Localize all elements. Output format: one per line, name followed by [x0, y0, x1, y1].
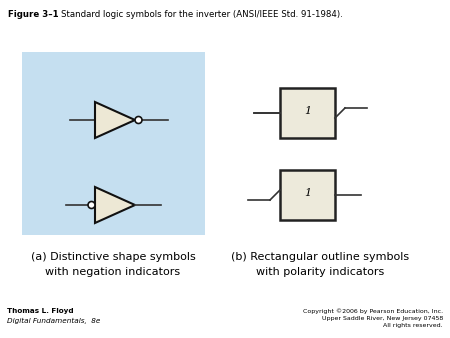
Text: Digital Fundamentals,  8e: Digital Fundamentals, 8e: [7, 318, 100, 324]
Circle shape: [135, 117, 142, 123]
Text: (b) Rectangular outline symbols
with polarity indicators: (b) Rectangular outline symbols with pol…: [231, 252, 409, 277]
Text: Thomas L. Floyd: Thomas L. Floyd: [7, 308, 74, 314]
Circle shape: [88, 201, 95, 209]
Polygon shape: [95, 187, 135, 223]
Text: Standard logic symbols for the inverter (ANSI/IEEE Std. 91-1984).: Standard logic symbols for the inverter …: [50, 10, 343, 19]
Text: Copyright ©2006 by Pearson Education, Inc.
Upper Saddle River, New Jersey 07458
: Copyright ©2006 by Pearson Education, In…: [303, 308, 443, 328]
Text: (a) Distinctive shape symbols
with negation indicators: (a) Distinctive shape symbols with negat…: [31, 252, 195, 277]
Text: 1: 1: [304, 188, 311, 198]
Polygon shape: [95, 102, 135, 138]
Text: 1: 1: [304, 106, 311, 116]
Bar: [280, 170, 335, 220]
Text: Figure 3–1: Figure 3–1: [8, 10, 58, 19]
Bar: [280, 88, 335, 138]
Bar: [22, 52, 205, 235]
